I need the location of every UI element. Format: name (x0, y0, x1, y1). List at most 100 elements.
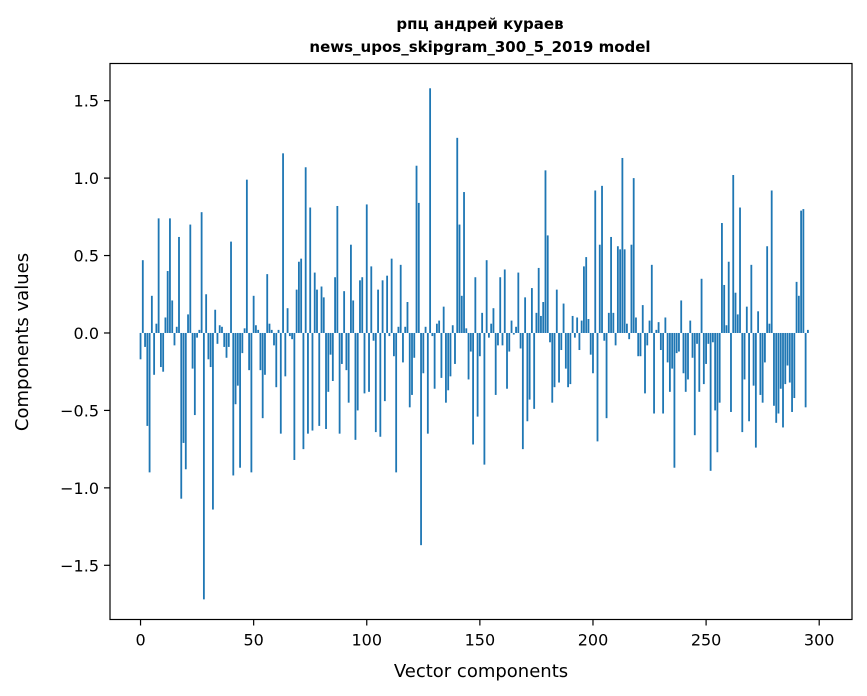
bar (768, 323, 771, 333)
bar (370, 266, 373, 333)
bar (542, 302, 545, 333)
bar (155, 323, 158, 333)
bar (673, 332, 676, 468)
bar (354, 332, 357, 440)
x-tick-label: 250 (691, 631, 722, 650)
bar (592, 332, 594, 374)
bar (221, 326, 223, 333)
bar (146, 332, 149, 426)
bar (189, 224, 192, 333)
x-tick-label: 150 (465, 631, 496, 650)
bar (612, 312, 615, 333)
bar (727, 261, 730, 333)
bar (761, 332, 764, 403)
bar (714, 332, 717, 411)
bar (318, 332, 321, 426)
y-tick-label: 1.5 (74, 92, 99, 111)
x-tick-label: 200 (578, 631, 609, 650)
bar (309, 207, 312, 333)
bar (791, 332, 793, 412)
bar (754, 332, 757, 448)
bar (442, 306, 445, 333)
bar (413, 332, 416, 358)
bar (757, 311, 760, 333)
bar (264, 332, 266, 375)
bar (773, 332, 775, 406)
bar (779, 332, 782, 389)
bar (302, 332, 305, 450)
bar (216, 332, 219, 344)
bar (528, 332, 531, 400)
bar (610, 236, 612, 333)
bar (255, 325, 257, 333)
bar (721, 223, 723, 333)
bar (187, 314, 189, 333)
bar (553, 332, 556, 388)
bar (345, 332, 348, 371)
bar (630, 244, 633, 333)
bar (368, 332, 370, 392)
bar (420, 332, 422, 546)
bar (483, 332, 486, 465)
bar (148, 332, 151, 473)
bar (569, 332, 572, 385)
bar (191, 332, 194, 369)
bar (205, 294, 208, 333)
bar (646, 332, 649, 346)
bar (605, 332, 608, 419)
bar (766, 246, 769, 333)
bar (399, 264, 402, 333)
bar (585, 257, 588, 333)
bar (603, 332, 606, 341)
bar (795, 281, 798, 333)
bar (745, 306, 748, 333)
y-tick-label: 0.0 (74, 324, 99, 343)
bar (709, 332, 712, 471)
bar (650, 264, 653, 333)
bar (562, 303, 565, 333)
bar (388, 332, 391, 337)
bar (162, 332, 165, 372)
bar (637, 332, 640, 357)
bar (567, 332, 569, 388)
bar (784, 332, 787, 385)
bar (705, 332, 707, 364)
bar (691, 332, 694, 358)
bar (365, 204, 368, 333)
bar (377, 289, 379, 333)
bar (460, 295, 463, 333)
bar (601, 185, 603, 333)
bar (327, 332, 330, 392)
bar (748, 332, 750, 422)
bar (257, 329, 260, 333)
bar (261, 332, 264, 419)
bar (800, 210, 803, 333)
bar (639, 332, 642, 357)
bar (404, 326, 407, 333)
bar (508, 332, 511, 352)
bar (356, 332, 359, 411)
bar (297, 261, 300, 333)
bar (397, 326, 400, 333)
bar (279, 332, 282, 434)
bar (628, 332, 631, 340)
bar (641, 305, 644, 333)
bar-series (139, 88, 809, 600)
bar (227, 332, 230, 347)
bar (209, 332, 212, 368)
bar (797, 295, 800, 333)
bar (223, 332, 226, 347)
bar (662, 332, 665, 414)
bar (184, 332, 187, 470)
bar (682, 332, 685, 374)
bar (431, 332, 434, 337)
bar (614, 332, 617, 346)
bar (806, 329, 809, 333)
bar (250, 332, 253, 473)
bar (506, 332, 508, 389)
bar (390, 258, 393, 333)
bar (725, 325, 728, 333)
bar (438, 320, 441, 333)
bar (594, 190, 597, 333)
bar (379, 332, 382, 437)
